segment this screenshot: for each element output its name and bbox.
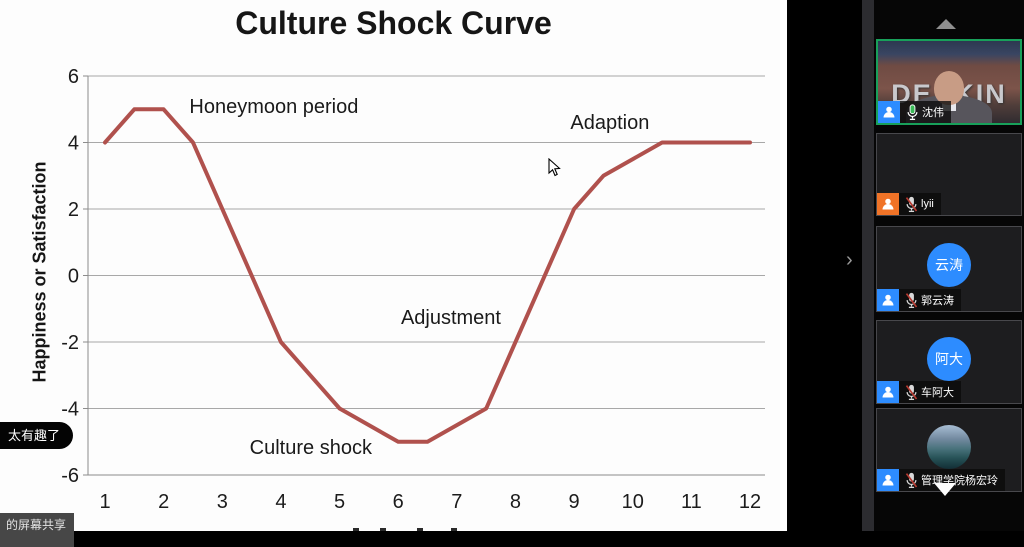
participant-name: lyii	[921, 198, 934, 210]
y-tick-label: -2	[61, 332, 79, 354]
y-tick-label: -6	[61, 465, 79, 487]
y-tick-label: -4	[61, 399, 79, 421]
x-tick-label: 3	[217, 491, 228, 513]
avatar-text: 云涛	[935, 257, 963, 273]
chart-title: Culture Shock Curve	[235, 5, 552, 41]
y-tick-label: 0	[68, 266, 79, 288]
x-tick-label: 4	[275, 491, 286, 513]
x-tick-label: 12	[739, 491, 761, 513]
x-tick-label: 5	[334, 491, 345, 513]
x-tick-label: 8	[510, 491, 521, 513]
participant-name: 车阿大	[921, 387, 954, 399]
participant-badge	[878, 101, 900, 123]
mouse-cursor-icon	[548, 158, 561, 177]
participant-namebar: 郭云涛	[877, 289, 961, 311]
avatar-text: 阿大	[935, 351, 963, 367]
participant-face	[934, 71, 964, 105]
participant-badge	[877, 381, 899, 403]
participant-namebar: 管理学院杨宏玲	[877, 469, 1005, 491]
y-tick-label: 6	[68, 66, 79, 88]
mic-muted-icon	[905, 384, 918, 400]
x-tick-label: 1	[99, 491, 110, 513]
participant-tile[interactable]: 云涛郭云涛	[876, 226, 1022, 312]
presenter-share-label: 的屏幕共享	[0, 513, 75, 547]
person-icon	[882, 294, 894, 306]
mic-on-icon	[907, 103, 918, 120]
sidebar-collapse-chevron-icon[interactable]: ›	[846, 249, 853, 271]
avatar: 阿大	[927, 337, 971, 381]
participant-tile[interactable]: 管理学院杨宏玲	[876, 408, 1022, 492]
participant-tile[interactable]: DEAKIN沈伟	[876, 39, 1022, 125]
avatar	[927, 425, 971, 469]
participant-tile[interactable]: 阿大车阿大	[876, 320, 1022, 404]
participant-namebar: 沈伟	[878, 101, 951, 123]
screen-share-area: Culture Shock Curve Happiness or Satisfa…	[0, 0, 787, 547]
participant-tile[interactable]: lyii	[876, 133, 1022, 216]
mic-muted-icon	[905, 292, 918, 308]
x-tick-label: 10	[622, 491, 644, 513]
participant-badge	[877, 193, 899, 215]
chart-annotation: Adaption	[570, 112, 649, 134]
avatar	[927, 150, 971, 194]
culture-shock-line	[103, 107, 752, 444]
clipped-axis-title-marks	[380, 528, 386, 531]
participant-badge	[877, 289, 899, 311]
participant-name: 沈伟	[922, 107, 944, 119]
participant-namebar: 车阿大	[877, 381, 961, 403]
clipped-axis-title-marks	[353, 528, 359, 531]
x-tick-label: 9	[569, 491, 580, 513]
clipped-axis-title-marks	[417, 528, 423, 531]
participant-name: 郭云涛	[921, 295, 954, 307]
participant-namebar: lyii	[877, 193, 941, 215]
person-icon	[882, 386, 894, 398]
x-tick-label: 6	[393, 491, 404, 513]
x-tick-label: 7	[451, 491, 462, 513]
participant-badge	[877, 469, 899, 491]
avatar: 云涛	[927, 243, 971, 287]
person-icon	[882, 198, 894, 210]
x-tick-label: 11	[681, 491, 702, 513]
y-tick-label: 2	[68, 199, 79, 221]
chart-annotation: Honeymoon period	[189, 96, 358, 118]
scroll-down-icon[interactable]	[934, 483, 956, 496]
person-icon	[882, 474, 894, 486]
chart-annotation: Culture shock	[250, 437, 373, 459]
scroll-up-icon[interactable]	[936, 19, 956, 29]
clipped-axis-title-marks	[451, 528, 457, 531]
chat-message-bubble[interactable]: 太有趣了	[0, 422, 74, 449]
person-icon	[883, 106, 895, 118]
mic-muted-icon	[905, 472, 918, 488]
mic-muted-icon	[905, 196, 918, 212]
sidebar-resize-handle[interactable]	[862, 0, 874, 531]
x-tick-label: 2	[158, 491, 169, 513]
y-tick-label: 4	[68, 133, 79, 155]
chart-annotation: Adjustment	[401, 307, 501, 329]
